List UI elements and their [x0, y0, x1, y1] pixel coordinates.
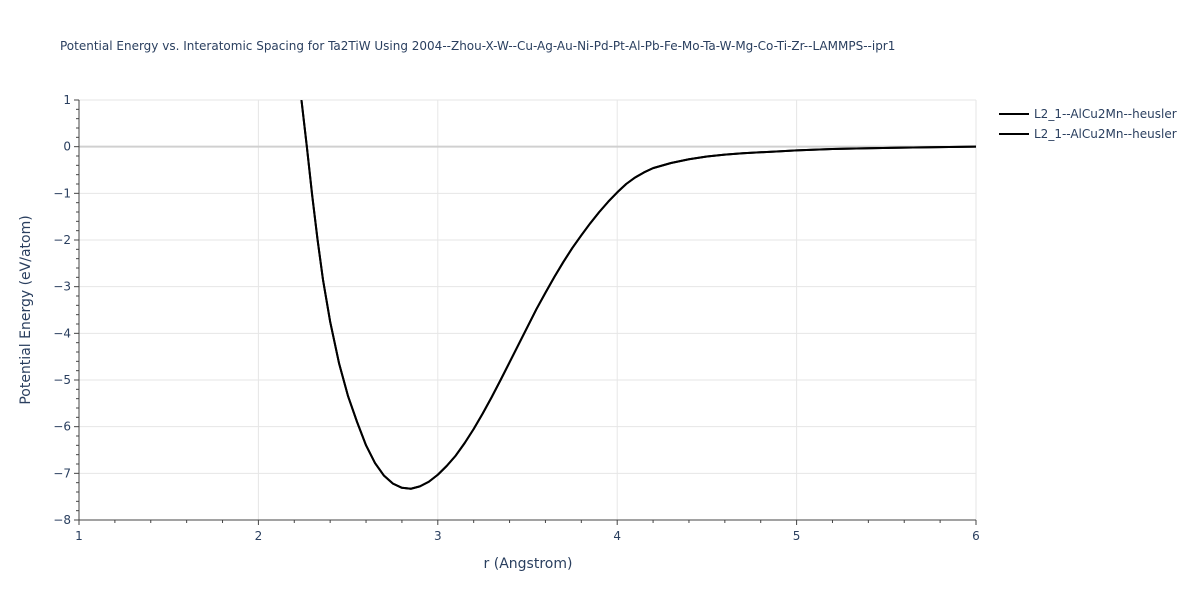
x-tick-label: 2: [255, 529, 263, 543]
grid-layer: [79, 99, 977, 520]
legend-label-1: L2_1--AlCu2Mn--heusler: [1034, 107, 1177, 121]
data-layer: [300, 100, 976, 490]
legend: L2_1--AlCu2Mn--heusler L2_1--AlCu2Mn--heu…: [999, 107, 1177, 141]
y-tick-label: −1: [53, 186, 71, 200]
y-tick-label: −5: [53, 373, 71, 387]
legend-label-2: L2_1--AlCu2Mn--heusler: [1034, 127, 1177, 141]
y-tick-label: −2: [53, 233, 71, 247]
y-axis-title: Potential Energy (eV/atom): [18, 215, 34, 404]
y-tick-label: 1: [63, 93, 71, 107]
y-tick-label: −7: [53, 466, 71, 480]
x-tick-label: 3: [434, 529, 442, 543]
axis-layer: 1 2 3 4 5 6 1 0 −1 −2 −3 −4 −5 −6 −7 −8: [53, 93, 980, 543]
x-axis-title: r (Angstrom): [484, 556, 573, 572]
series-line-2: [300, 100, 976, 490]
y-tick-label: −8: [53, 513, 71, 527]
y-tick-label: −6: [53, 420, 71, 434]
x-tick-label: 4: [613, 529, 621, 543]
chart-title: Potential Energy vs. Interatomic Spacing…: [60, 39, 895, 53]
y-tick-label: −4: [53, 326, 71, 340]
x-tick-label: 6: [972, 529, 980, 543]
y-tick-label: −3: [53, 280, 71, 294]
x-tick-label: 1: [75, 529, 83, 543]
y-tick-label: 0: [63, 140, 71, 154]
series-line-1: [300, 100, 976, 490]
x-tick-label: 5: [793, 529, 801, 543]
